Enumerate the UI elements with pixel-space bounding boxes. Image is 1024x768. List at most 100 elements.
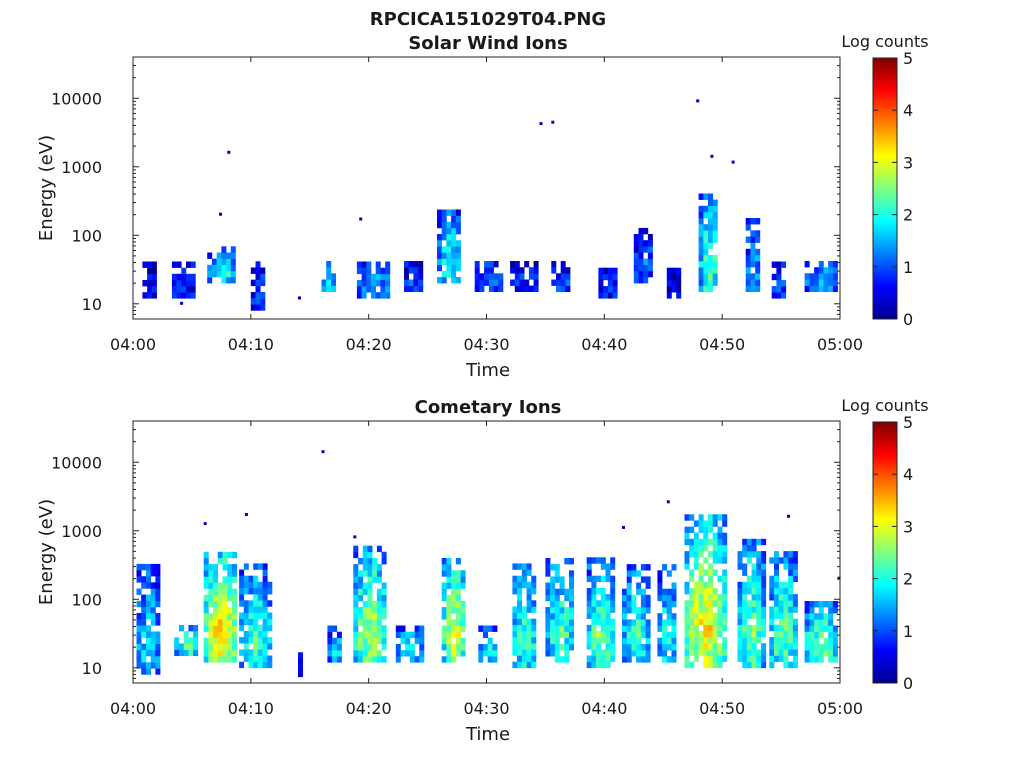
cell — [631, 594, 637, 602]
cell — [190, 273, 196, 281]
cell — [371, 292, 376, 299]
cell — [605, 612, 611, 619]
cell — [626, 637, 632, 645]
cell — [638, 258, 644, 265]
cell — [636, 613, 642, 620]
cell — [761, 569, 767, 576]
cell — [267, 661, 273, 669]
cell — [792, 606, 798, 613]
cell — [526, 624, 532, 632]
point-solar-wind-6 — [551, 120, 555, 124]
cell — [136, 563, 142, 571]
cell — [146, 625, 151, 632]
cell — [671, 564, 677, 571]
cell — [190, 261, 196, 268]
cell — [564, 619, 570, 626]
cell — [554, 607, 560, 614]
cell — [761, 661, 767, 669]
cell — [823, 613, 829, 620]
cell — [698, 254, 704, 262]
cell — [769, 661, 775, 669]
cell — [698, 236, 704, 243]
cell — [150, 588, 156, 595]
cell — [737, 563, 743, 570]
cell — [761, 612, 767, 619]
cell — [722, 538, 728, 546]
cell — [605, 618, 611, 626]
cell — [636, 631, 642, 639]
cell — [483, 650, 488, 657]
cell — [213, 644, 219, 651]
x-tick-label: 04:20 — [346, 699, 392, 718]
cell — [136, 662, 142, 669]
cell — [455, 252, 461, 259]
cell — [248, 637, 254, 644]
cell — [737, 588, 743, 595]
cell — [708, 649, 713, 656]
cell — [253, 624, 259, 632]
cell — [257, 588, 263, 595]
cell — [600, 612, 606, 619]
cell — [698, 205, 704, 213]
cell — [788, 575, 794, 583]
cell — [550, 613, 556, 620]
cell — [809, 607, 815, 614]
cell — [671, 267, 677, 275]
cell — [745, 267, 751, 274]
cell — [517, 643, 523, 650]
cell — [255, 298, 261, 305]
cell — [404, 273, 409, 280]
cell — [633, 252, 639, 259]
cell — [248, 588, 254, 595]
cell — [517, 649, 523, 656]
cell — [356, 261, 362, 268]
cell — [136, 576, 142, 583]
cell — [751, 563, 757, 570]
cell — [564, 644, 570, 651]
cell — [526, 600, 532, 607]
cell — [783, 557, 789, 564]
cell — [633, 240, 639, 247]
cell — [778, 649, 784, 656]
x-tick-label: 04:40 — [581, 335, 627, 354]
cell — [550, 650, 556, 657]
cell — [190, 292, 196, 299]
cell — [693, 637, 699, 644]
cell — [689, 624, 695, 632]
cell — [171, 292, 177, 299]
cell — [531, 637, 537, 644]
cell — [211, 264, 217, 272]
cell — [521, 569, 527, 576]
blob-cometary-0 — [136, 563, 161, 675]
cell — [171, 261, 177, 268]
cell — [248, 575, 254, 583]
cell — [550, 588, 556, 596]
cell — [150, 582, 156, 589]
cell — [216, 264, 222, 272]
cell — [769, 575, 775, 583]
cell — [521, 581, 527, 589]
cell — [771, 286, 777, 293]
cell — [146, 613, 151, 620]
cell — [260, 279, 266, 287]
cell — [605, 637, 611, 644]
cell — [746, 557, 752, 564]
cell — [818, 279, 824, 286]
cell — [217, 607, 223, 614]
cell — [693, 631, 699, 638]
cell — [666, 613, 672, 620]
cell — [666, 280, 672, 287]
blob-cometary-15 — [684, 514, 728, 669]
cell — [405, 650, 411, 657]
blob-solar-wind-17 — [804, 261, 838, 292]
cell — [783, 624, 789, 632]
cell — [554, 656, 560, 663]
cell — [756, 600, 762, 607]
cell — [375, 267, 381, 275]
cell — [554, 619, 560, 626]
cell — [742, 643, 748, 650]
cell — [610, 655, 616, 662]
cell — [676, 267, 682, 275]
point-cometary-2 — [244, 513, 248, 516]
